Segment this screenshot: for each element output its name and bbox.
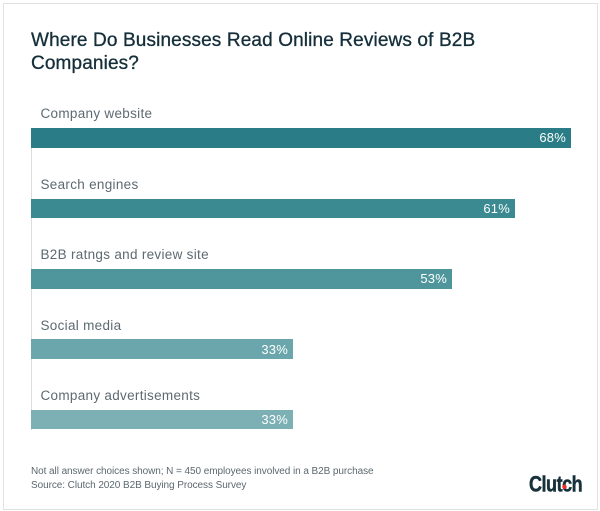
- svg-text:Clutch: Clutch: [529, 474, 582, 497]
